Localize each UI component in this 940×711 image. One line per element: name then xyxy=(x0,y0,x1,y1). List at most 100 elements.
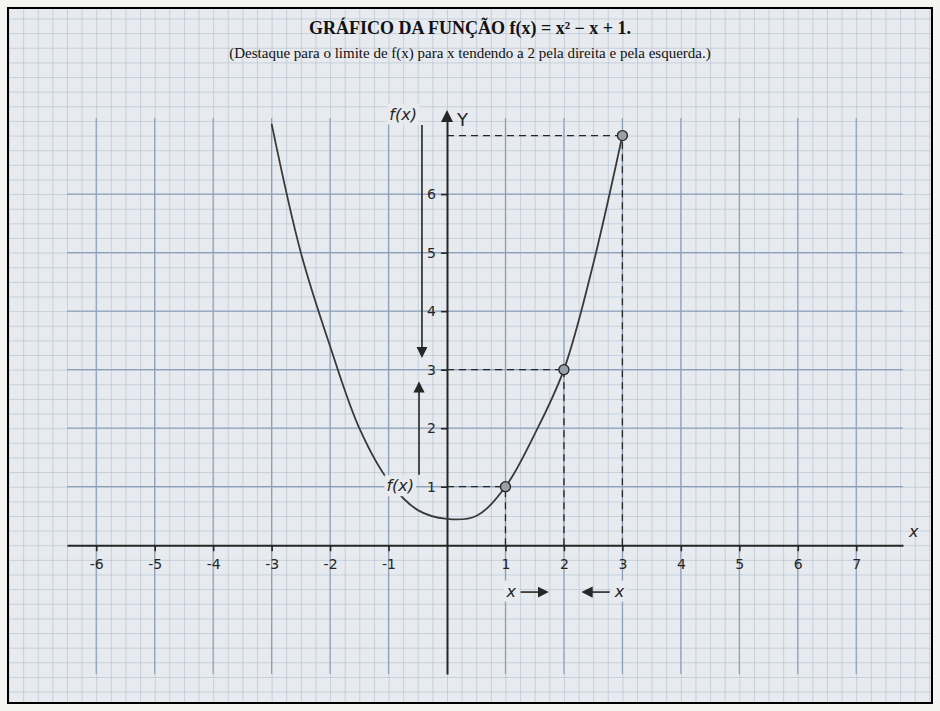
arrow xyxy=(521,591,547,593)
point xyxy=(559,365,569,375)
tick-mark xyxy=(271,545,273,551)
tick-label: -6 xyxy=(90,556,104,572)
tick-mark xyxy=(681,545,683,551)
annotation-text: f(x) xyxy=(389,105,417,124)
tick-label: 2 xyxy=(427,420,436,436)
tick-label: 5 xyxy=(735,556,744,572)
tick-label: -1 xyxy=(382,556,396,572)
tick-label: 6 xyxy=(427,186,436,202)
curve xyxy=(272,124,623,520)
tick-mark xyxy=(505,545,507,551)
arrow xyxy=(584,591,610,593)
tick: 6 xyxy=(427,186,447,202)
tick-label: 7 xyxy=(852,556,861,572)
guide-line xyxy=(447,486,505,487)
frame xyxy=(8,8,932,703)
guide-line xyxy=(505,487,506,546)
tick-mark xyxy=(856,545,858,551)
tick: 4 xyxy=(427,303,447,319)
tick-mark xyxy=(154,545,156,551)
tick-mark xyxy=(96,545,98,551)
grid-line xyxy=(96,118,97,674)
chart: GRÁFICO DA FUNÇÃO f(x) = x² − x + 1.(Des… xyxy=(0,0,940,711)
tick-mark xyxy=(388,545,390,551)
tick: 7 xyxy=(852,545,861,572)
tick-mark xyxy=(797,545,799,551)
tick-label: -4 xyxy=(207,556,221,572)
label-patch xyxy=(612,581,627,602)
label-patch xyxy=(384,475,416,496)
tick-mark xyxy=(213,545,215,551)
tick-mark xyxy=(330,545,332,551)
tick: 6 xyxy=(794,545,803,572)
tick-label: 6 xyxy=(794,556,803,572)
tick: -5 xyxy=(148,545,162,572)
plot-area xyxy=(272,124,628,545)
tick: -4 xyxy=(207,545,221,572)
annotation: f(x) xyxy=(387,104,422,356)
grid-line xyxy=(67,486,903,487)
tick-label: 5 xyxy=(427,245,436,261)
grid-line xyxy=(388,118,389,674)
grid-line xyxy=(213,118,214,674)
guide-line xyxy=(447,369,564,370)
tick: -6 xyxy=(90,545,104,572)
annotation: f(x) xyxy=(384,384,419,497)
axis-title: Y xyxy=(456,109,469,130)
tick: 2 xyxy=(427,420,447,436)
grid-line xyxy=(154,118,155,674)
tick-label: 3 xyxy=(427,362,436,378)
grid-line xyxy=(563,118,564,674)
arrow xyxy=(421,125,423,356)
tick: 2 xyxy=(560,545,569,572)
label-patch xyxy=(504,581,519,602)
tick: 3 xyxy=(427,362,447,378)
annotation: x xyxy=(504,581,547,602)
tick-mark xyxy=(441,428,447,430)
tick-label: -3 xyxy=(265,556,279,572)
tick: 1 xyxy=(427,479,447,495)
tick-label: 1 xyxy=(502,556,511,572)
title: GRÁFICO DA FUNÇÃO f(x) = x² − x + 1. xyxy=(309,17,631,39)
grid-line xyxy=(797,118,798,674)
grid-line xyxy=(329,118,330,674)
axis-title: x xyxy=(908,522,919,541)
grid xyxy=(67,118,903,674)
guide-line xyxy=(563,370,564,546)
point xyxy=(617,131,627,141)
tick-label: 2 xyxy=(560,556,569,572)
tick-mark xyxy=(564,545,566,551)
grid-line xyxy=(67,252,903,253)
axis-line xyxy=(447,119,449,675)
tick-mark xyxy=(441,252,447,254)
grid-line xyxy=(67,428,903,429)
tick-mark xyxy=(441,194,447,196)
grid-line xyxy=(271,118,272,674)
tick-label: 3 xyxy=(618,556,627,572)
grid-line xyxy=(67,311,903,312)
grid-line xyxy=(680,118,681,674)
tick-mark xyxy=(441,311,447,313)
grid-line xyxy=(739,118,740,674)
point xyxy=(500,482,510,492)
annotation-text: x xyxy=(506,582,517,601)
label-patch xyxy=(387,104,419,125)
annotation-text: x xyxy=(614,582,625,601)
tick-label: -5 xyxy=(148,556,162,572)
tick: 4 xyxy=(677,545,686,572)
axis-line xyxy=(68,545,904,547)
tick-mark xyxy=(441,369,447,371)
guide-line xyxy=(622,136,623,546)
arrow xyxy=(418,384,420,475)
annotations: f(x) f(x) x x xyxy=(384,104,626,602)
grid-line xyxy=(67,369,903,370)
y-axis: 1 2 3 4 5 6 xyxy=(427,119,447,675)
guide-line xyxy=(447,135,622,136)
annotation: x xyxy=(584,581,627,602)
tick: -3 xyxy=(265,545,279,572)
tick: 5 xyxy=(735,545,744,572)
annotation-text: f(x) xyxy=(386,476,414,495)
tick-label: 4 xyxy=(427,303,436,319)
tick: -1 xyxy=(382,545,396,572)
tick-mark xyxy=(622,545,624,551)
